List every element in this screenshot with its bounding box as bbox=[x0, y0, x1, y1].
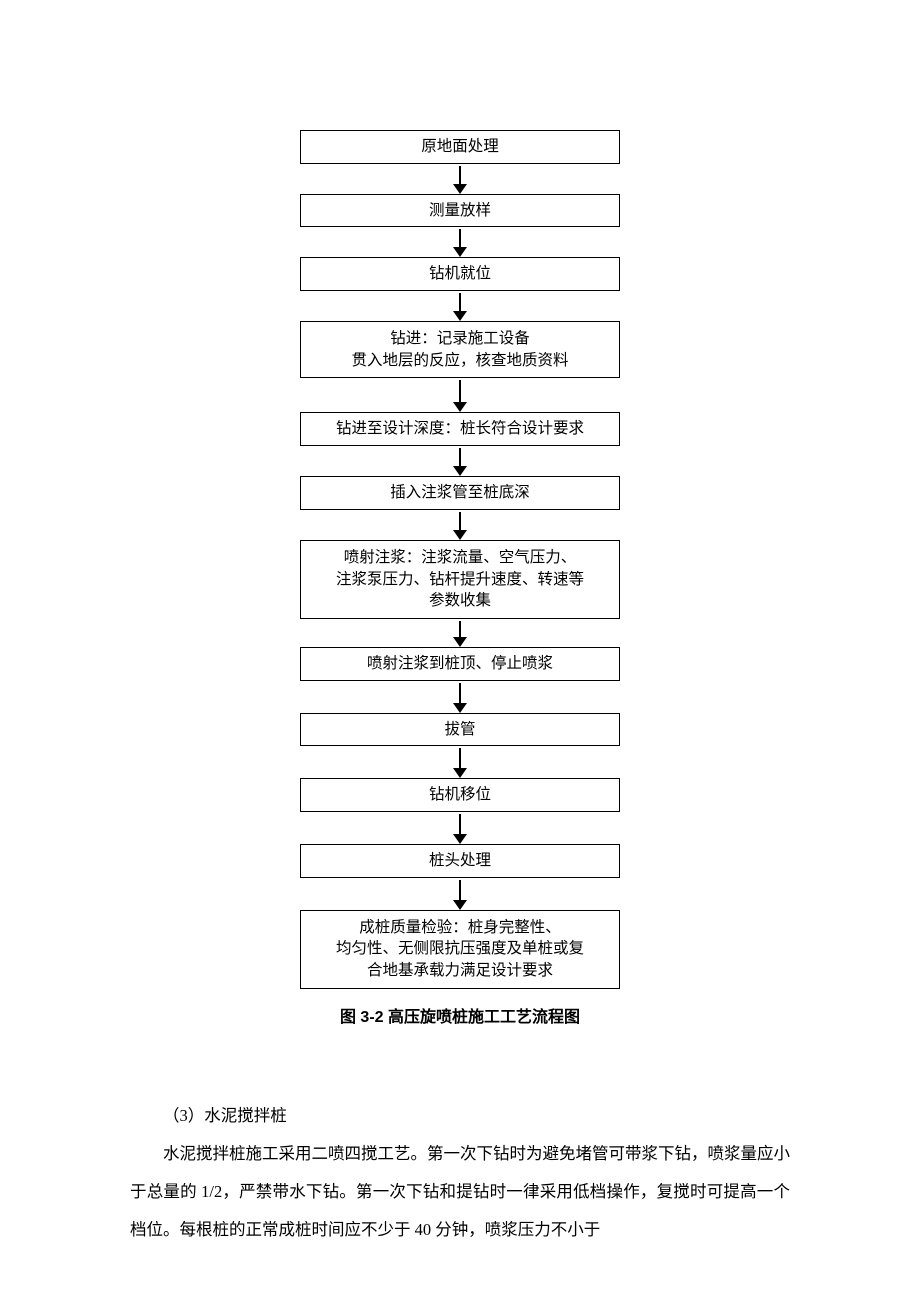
flow-node: 钻进至设计深度：桩长符合设计要求 bbox=[300, 412, 620, 446]
arrow-down-icon bbox=[453, 880, 467, 910]
flow-node: 原地面处理 bbox=[300, 130, 620, 164]
flow-node: 成桩质量检验：桩身完整性、均匀性、无侧限抗压强度及单桩或复合地基承载力满足设计要… bbox=[300, 910, 620, 989]
arrow-down-icon bbox=[453, 166, 467, 194]
flow-node: 拔管 bbox=[300, 713, 620, 747]
flow-node: 插入注浆管至桩底深 bbox=[300, 476, 620, 510]
arrow-down-icon bbox=[453, 380, 467, 412]
arrow-down-icon bbox=[453, 293, 467, 321]
flow-node: 喷射注浆到桩顶、停止喷浆 bbox=[300, 647, 620, 681]
flow-node: 钻进：记录施工设备贯入地层的反应，核查地质资料 bbox=[300, 321, 620, 378]
flow-node: 钻机就位 bbox=[300, 257, 620, 291]
flow-node: 桩头处理 bbox=[300, 844, 620, 878]
section-heading: （3）水泥搅拌桩 bbox=[130, 1097, 790, 1135]
body-text: （3）水泥搅拌桩 水泥搅拌桩施工采用二喷四搅工艺。第一次下钻时为避免堵管可带浆下… bbox=[0, 1097, 920, 1249]
flowchart: 原地面处理测量放样钻机就位钻进：记录施工设备贯入地层的反应，核查地质资料钻进至设… bbox=[280, 130, 640, 989]
arrow-down-icon bbox=[453, 683, 467, 713]
flow-node: 钻机移位 bbox=[300, 778, 620, 812]
arrow-down-icon bbox=[453, 621, 467, 647]
arrow-down-icon bbox=[453, 814, 467, 844]
document-page: 原地面处理测量放样钻机就位钻进：记录施工设备贯入地层的反应，核查地质资料钻进至设… bbox=[0, 0, 920, 1308]
arrow-down-icon bbox=[453, 229, 467, 257]
flow-node: 喷射注浆：注浆流量、空气压力、注浆泵压力、钻杆提升速度、转速等参数收集 bbox=[300, 540, 620, 619]
figure-caption: 图 3-2 高压旋喷桩施工工艺流程图 bbox=[0, 1003, 920, 1027]
arrow-down-icon bbox=[453, 748, 467, 778]
body-paragraph: 水泥搅拌桩施工采用二喷四搅工艺。第一次下钻时为避免堵管可带浆下钻，喷浆量应小于总… bbox=[130, 1135, 790, 1249]
flow-node: 测量放样 bbox=[300, 194, 620, 228]
arrow-down-icon bbox=[453, 512, 467, 540]
arrow-down-icon bbox=[453, 448, 467, 476]
